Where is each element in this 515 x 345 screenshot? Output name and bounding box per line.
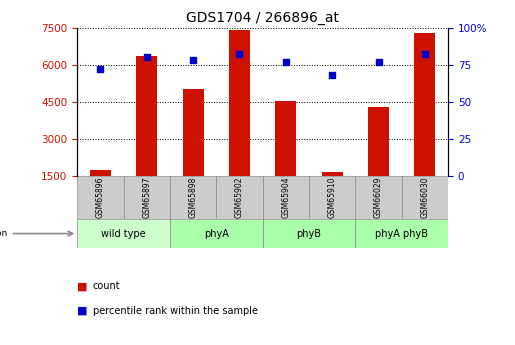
Bar	[124, 176, 170, 219]
Text: GSM65904: GSM65904	[281, 177, 290, 218]
Bar	[322, 172, 342, 176]
Bar	[276, 100, 296, 176]
Point	[421, 51, 429, 57]
Bar	[368, 107, 389, 176]
Bar	[415, 32, 435, 176]
Text: count: count	[93, 282, 121, 291]
Bar	[77, 219, 170, 248]
Bar	[263, 176, 309, 219]
Bar	[183, 89, 203, 176]
Bar	[170, 176, 216, 219]
Text: GSM66030: GSM66030	[420, 177, 430, 218]
Text: GSM65898: GSM65898	[188, 177, 198, 218]
Bar	[309, 176, 355, 219]
Point	[235, 51, 244, 57]
Point	[328, 72, 336, 78]
Bar	[263, 219, 355, 248]
Text: GSM65910: GSM65910	[328, 177, 337, 218]
Text: wild type: wild type	[101, 229, 146, 239]
Bar	[402, 176, 448, 219]
Text: GSM65896: GSM65896	[96, 177, 105, 218]
Text: phyA phyB: phyA phyB	[375, 229, 428, 239]
Bar	[136, 56, 157, 176]
Text: genotype/variation: genotype/variation	[0, 229, 73, 238]
Point	[374, 59, 383, 65]
Point	[96, 66, 105, 72]
Bar	[77, 176, 124, 219]
Text: percentile rank within the sample: percentile rank within the sample	[93, 306, 258, 315]
Point	[282, 59, 290, 65]
Text: phyB: phyB	[297, 229, 321, 239]
Bar	[170, 219, 263, 248]
Text: GSM65897: GSM65897	[142, 177, 151, 218]
Text: GSM65902: GSM65902	[235, 177, 244, 218]
Title: GDS1704 / 266896_at: GDS1704 / 266896_at	[186, 11, 339, 25]
Bar	[216, 176, 263, 219]
Bar	[355, 176, 402, 219]
Bar	[90, 170, 111, 176]
Point	[189, 58, 197, 63]
Text: ■: ■	[77, 306, 91, 315]
Bar	[229, 30, 250, 176]
Text: GSM66029: GSM66029	[374, 177, 383, 218]
Text: ■: ■	[77, 282, 91, 291]
Bar	[355, 219, 448, 248]
Point	[143, 55, 151, 60]
Text: phyA: phyA	[204, 229, 229, 239]
